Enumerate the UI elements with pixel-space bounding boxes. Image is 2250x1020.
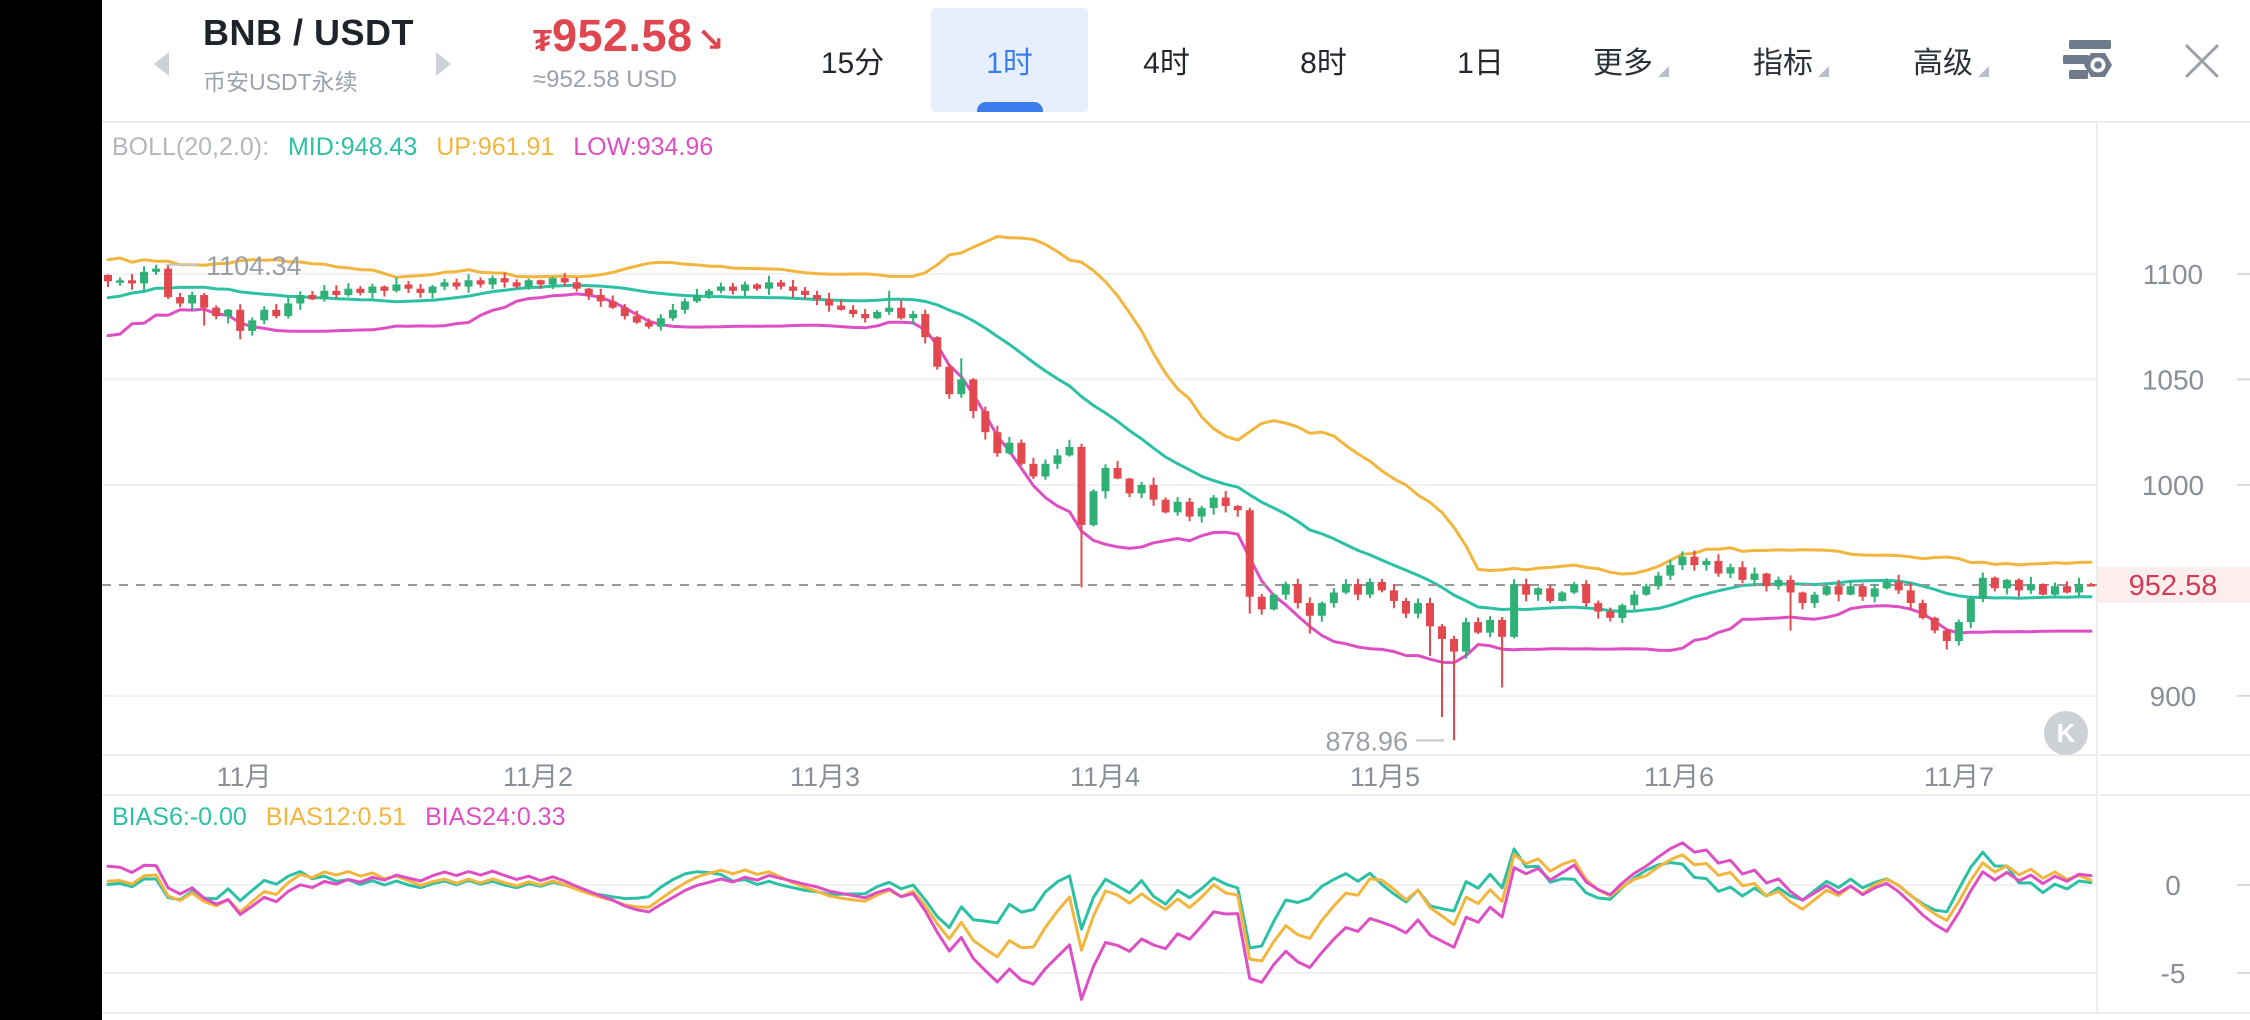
svg-text:11月3: 11月3 (790, 762, 860, 792)
svg-text:1100: 1100 (2143, 259, 2203, 290)
prev-symbol-arrow-icon[interactable] (154, 52, 169, 76)
svg-text:878.96: 878.96 (1325, 726, 1408, 756)
bias-axis-labels: 0 -5 (2161, 870, 2186, 989)
k-line-watermark: K (2044, 711, 2088, 755)
tab-label: 4时 (1143, 47, 1190, 80)
tab-4h[interactable]: 4时 (1088, 8, 1245, 112)
svg-text:11月2: 11月2 (503, 762, 573, 792)
tab-label: 1日 (1457, 47, 1504, 80)
header-menus: 更多 指标 高级 (1551, 8, 2031, 112)
header-divider (102, 121, 2250, 123)
tab-label: 1时 (986, 47, 1033, 80)
svg-text:952.58: 952.58 (2129, 570, 2218, 602)
svg-text:K: K (2057, 718, 2076, 748)
svg-text:11月5: 11月5 (1350, 762, 1420, 792)
next-symbol-arrow-icon[interactable] (436, 52, 451, 76)
svg-text:11月: 11月 (216, 762, 271, 792)
last-price: ₮952.58 ↘ (533, 10, 724, 62)
bias12-value: BIAS12:0.51 (265, 803, 407, 831)
menu-advanced[interactable]: 高级 (1871, 8, 2031, 112)
menu-indicators[interactable]: 指标 (1711, 8, 1871, 112)
grid-layer (102, 122, 2250, 1014)
symbol-block: BNB / USDT 币安USDT永续 (203, 12, 433, 97)
menu-label: 高级 (1913, 47, 1973, 80)
boll-mid-value: MID:948.43 (287, 133, 418, 161)
bias6-value: BIAS6:-0.00 (112, 803, 247, 831)
candles-layer (104, 264, 2095, 741)
dropdown-triangle-icon (1818, 65, 1829, 77)
svg-text:1000: 1000 (2142, 470, 2204, 501)
dropdown-triangle-icon (1658, 65, 1669, 77)
tab-label: 15分 (820, 47, 885, 80)
svg-text:1104.34: 1104.34 (206, 251, 302, 281)
svg-text:1050: 1050 (2142, 364, 2204, 395)
svg-text:-5: -5 (2161, 958, 2186, 989)
menu-label: 更多 (1593, 47, 1653, 80)
svg-text:11月6: 11月6 (1644, 762, 1714, 792)
svg-text:11月4: 11月4 (1070, 762, 1140, 792)
svg-text:0: 0 (2165, 870, 2181, 901)
svg-text:900: 900 (2150, 681, 2197, 712)
boll-params-label: BOLL(20,2.0): (112, 133, 270, 161)
menu-more[interactable]: 更多 (1551, 8, 1711, 112)
price-fiat-approx: ≈952.58 USD (533, 66, 677, 93)
svg-text:11月7: 11月7 (1924, 762, 1994, 792)
last-price-value: 952.58 (551, 10, 693, 61)
tether-currency-symbol: ₮ (533, 23, 552, 58)
current-price-axis-label: 952.58 (2098, 566, 2250, 603)
chart-settings-button[interactable] (2061, 0, 2117, 122)
chart-settings-icon (2063, 40, 2112, 79)
tab-8h[interactable]: 8时 (1245, 8, 1402, 112)
boll-bands-layer (106, 235, 2093, 665)
price-down-arrow-icon: ↘ (696, 21, 725, 58)
interval-tabs: 15分 1时 4时 8时 1日 (774, 8, 1559, 112)
boll-up-value: UP:961.91 (436, 133, 555, 161)
close-chart-button[interactable] (2179, 0, 2225, 122)
tab-1d[interactable]: 1日 (1402, 8, 1559, 112)
price-axis-labels: 1100 1050 1000 900 (2142, 259, 2204, 712)
boll-legend: BOLL(20,2.0): MID:948.43 UP:961.91 LOW:9… (112, 133, 725, 162)
tab-1h[interactable]: 1时 (931, 8, 1088, 112)
high-annotation: 1104.34 (166, 251, 302, 281)
tab-15m[interactable]: 15分 (774, 8, 931, 112)
date-axis-labels: 11月 11月2 11月3 11月4 11月5 11月6 11月7 (216, 762, 1994, 792)
bias24-value: BIAS24:0.33 (425, 803, 566, 831)
close-icon (2185, 44, 2219, 78)
active-tab-indicator (976, 102, 1043, 112)
camera-notch-bar (0, 0, 102, 1020)
tab-label: 8时 (1300, 47, 1347, 80)
price-block: ₮952.58 ↘ ≈952.58 USD (533, 10, 724, 94)
symbol-subtitle: 币安USDT永续 (203, 69, 358, 95)
symbol-title: BNB / USDT (203, 12, 414, 53)
low-annotation: 878.96 (1325, 726, 1445, 756)
bias-legend: BIAS6:-0.00 BIAS12:0.51 BIAS24:0.33 (112, 803, 578, 832)
dropdown-triangle-icon (1978, 65, 1989, 77)
bias-lines-layer (106, 841, 2093, 1001)
boll-low-value: LOW:934.96 (573, 133, 714, 161)
chart-header: BNB / USDT 币安USDT永续 ₮952.58 ↘ ≈952.58 USD… (102, 0, 2250, 122)
menu-label: 指标 (1753, 47, 1813, 80)
